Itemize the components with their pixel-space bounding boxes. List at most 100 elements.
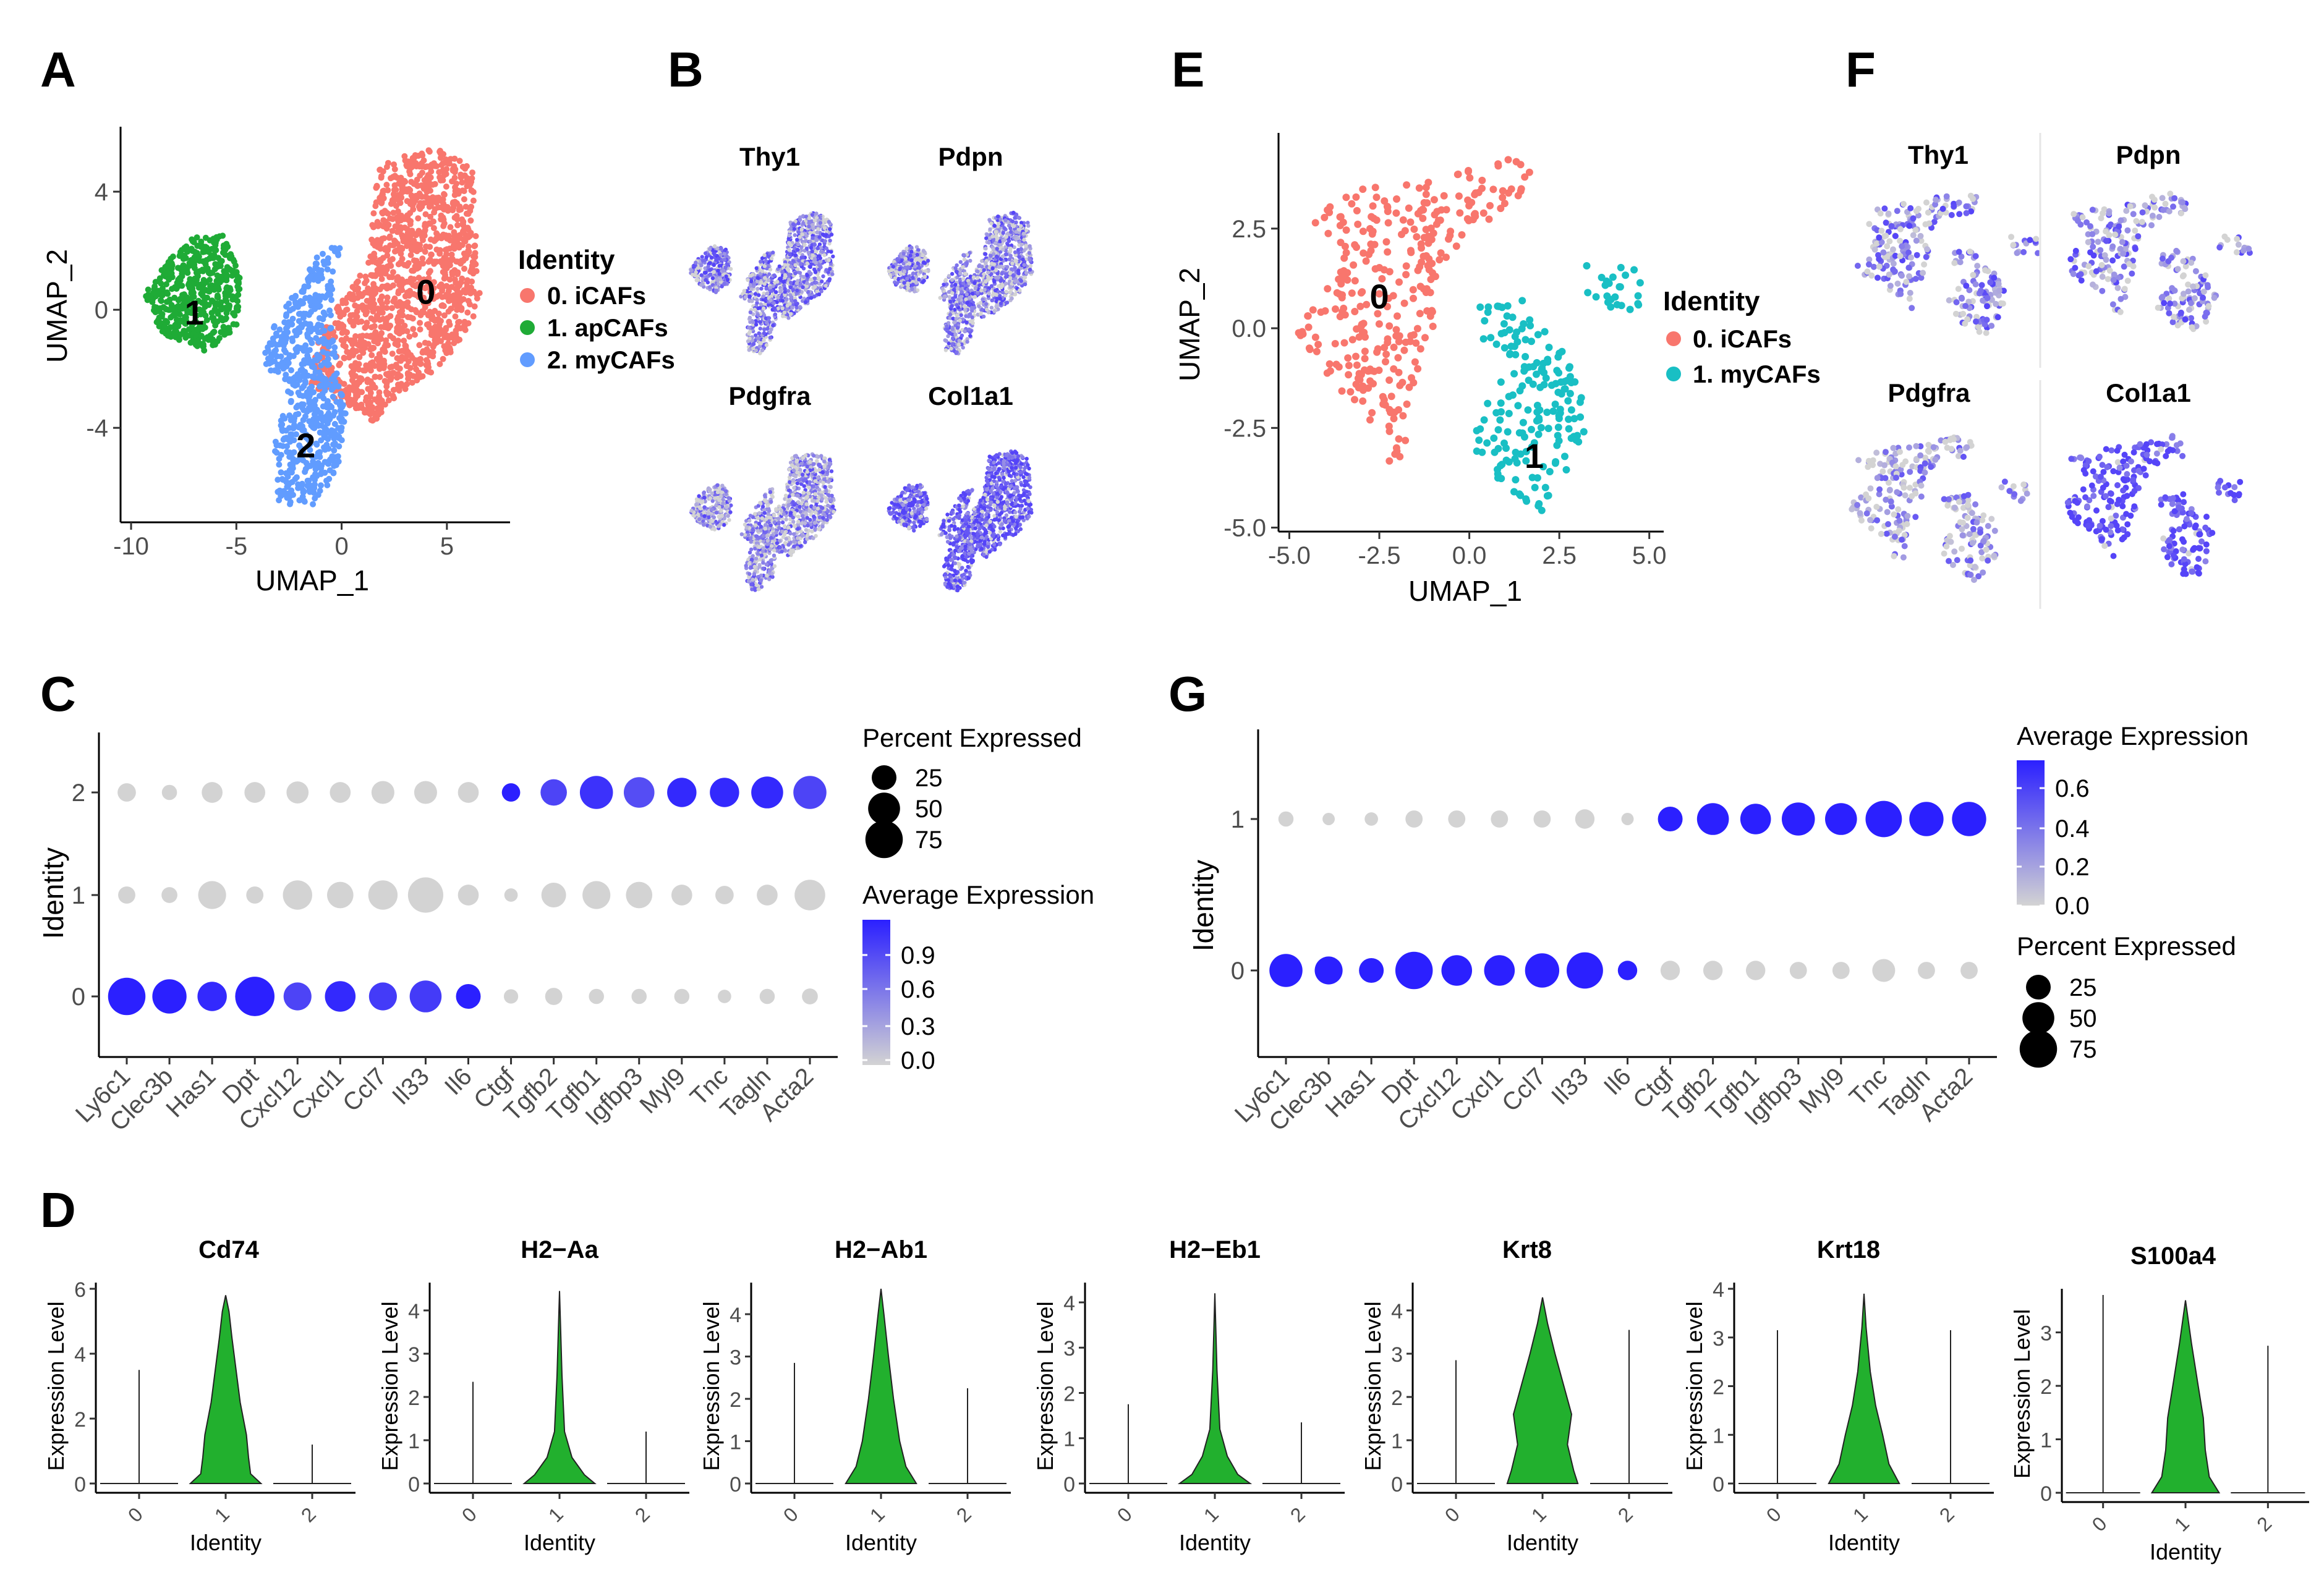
data-point (383, 320, 389, 326)
data-point (331, 441, 338, 448)
data-point (789, 312, 793, 316)
data-point (401, 261, 408, 268)
data-point (283, 325, 289, 332)
data-point (986, 274, 990, 279)
data-point (317, 429, 323, 436)
data-point (424, 359, 431, 365)
data-point (984, 261, 988, 266)
data-point (201, 347, 208, 354)
panel-a-legend-key-icap (520, 288, 535, 303)
data-point (469, 259, 476, 265)
data-point (234, 273, 240, 279)
data-point (214, 301, 221, 307)
data-point (386, 261, 393, 268)
data-point (815, 246, 820, 250)
data-point (708, 285, 712, 289)
data-point (357, 273, 364, 279)
data-point (461, 265, 467, 272)
data-point (164, 291, 171, 297)
data-point (1019, 242, 1024, 247)
data-point (824, 268, 828, 272)
data-point (186, 260, 193, 266)
data-point (453, 258, 460, 265)
data-point (906, 286, 910, 290)
data-point (372, 373, 378, 380)
data-point (204, 294, 210, 301)
data-point (464, 277, 470, 284)
data-point (748, 282, 753, 287)
data-point (767, 316, 772, 320)
data-point (262, 349, 269, 356)
data-point (320, 316, 326, 323)
data-point (156, 305, 163, 312)
data-point (454, 222, 461, 229)
data-point (811, 253, 815, 258)
data-point (316, 271, 323, 278)
data-point (785, 307, 789, 312)
data-point (902, 269, 906, 273)
data-point (1018, 288, 1022, 292)
data-point (973, 286, 978, 291)
data-point (391, 295, 398, 302)
data-point (392, 223, 399, 230)
data-point (211, 328, 218, 335)
data-point (829, 250, 833, 254)
data-point (158, 297, 164, 304)
data-point (401, 153, 408, 159)
data-point (412, 361, 419, 368)
data-point (415, 369, 422, 376)
data-point (471, 303, 478, 310)
data-point (325, 398, 331, 404)
data-point (331, 462, 338, 469)
data-point (754, 333, 758, 337)
data-point (764, 343, 769, 347)
data-point (349, 347, 356, 354)
data-point (893, 276, 897, 281)
data-point (1017, 255, 1021, 259)
data-point (760, 269, 765, 273)
data-point (410, 326, 417, 333)
data-point (712, 252, 717, 257)
data-point (218, 315, 224, 321)
data-point (958, 260, 963, 265)
data-point (436, 148, 443, 154)
data-point (1004, 235, 1008, 239)
data-point (307, 488, 313, 495)
data-point (762, 331, 767, 336)
data-point (428, 329, 435, 336)
scatter-points (143, 147, 483, 507)
data-point (293, 404, 300, 411)
data-point (469, 169, 475, 176)
data-point (810, 213, 814, 217)
data-point (299, 480, 305, 487)
data-point (982, 287, 987, 292)
data-point (959, 295, 963, 299)
data-point (456, 158, 463, 164)
data-point (443, 326, 449, 333)
data-point (209, 315, 216, 321)
data-point (808, 265, 812, 270)
data-point (746, 278, 750, 282)
x-tick-label: -10 (113, 533, 149, 560)
data-point (994, 230, 998, 234)
data-point (198, 333, 205, 339)
data-point (699, 282, 704, 287)
y-tick-label: 4 (95, 179, 108, 206)
data-point (465, 210, 472, 217)
data-point (759, 341, 763, 346)
data-point (451, 192, 458, 198)
data-point (976, 276, 980, 280)
data-point (812, 242, 817, 247)
data-point (1000, 271, 1004, 276)
data-point (980, 307, 984, 312)
data-point (465, 243, 472, 250)
data-point (799, 262, 803, 266)
data-point (377, 316, 383, 323)
data-point (915, 253, 919, 257)
data-point (913, 264, 917, 269)
data-point (206, 276, 213, 283)
data-point (270, 339, 277, 346)
data-point (1014, 230, 1018, 234)
data-point (768, 298, 773, 303)
data-point (751, 320, 755, 325)
